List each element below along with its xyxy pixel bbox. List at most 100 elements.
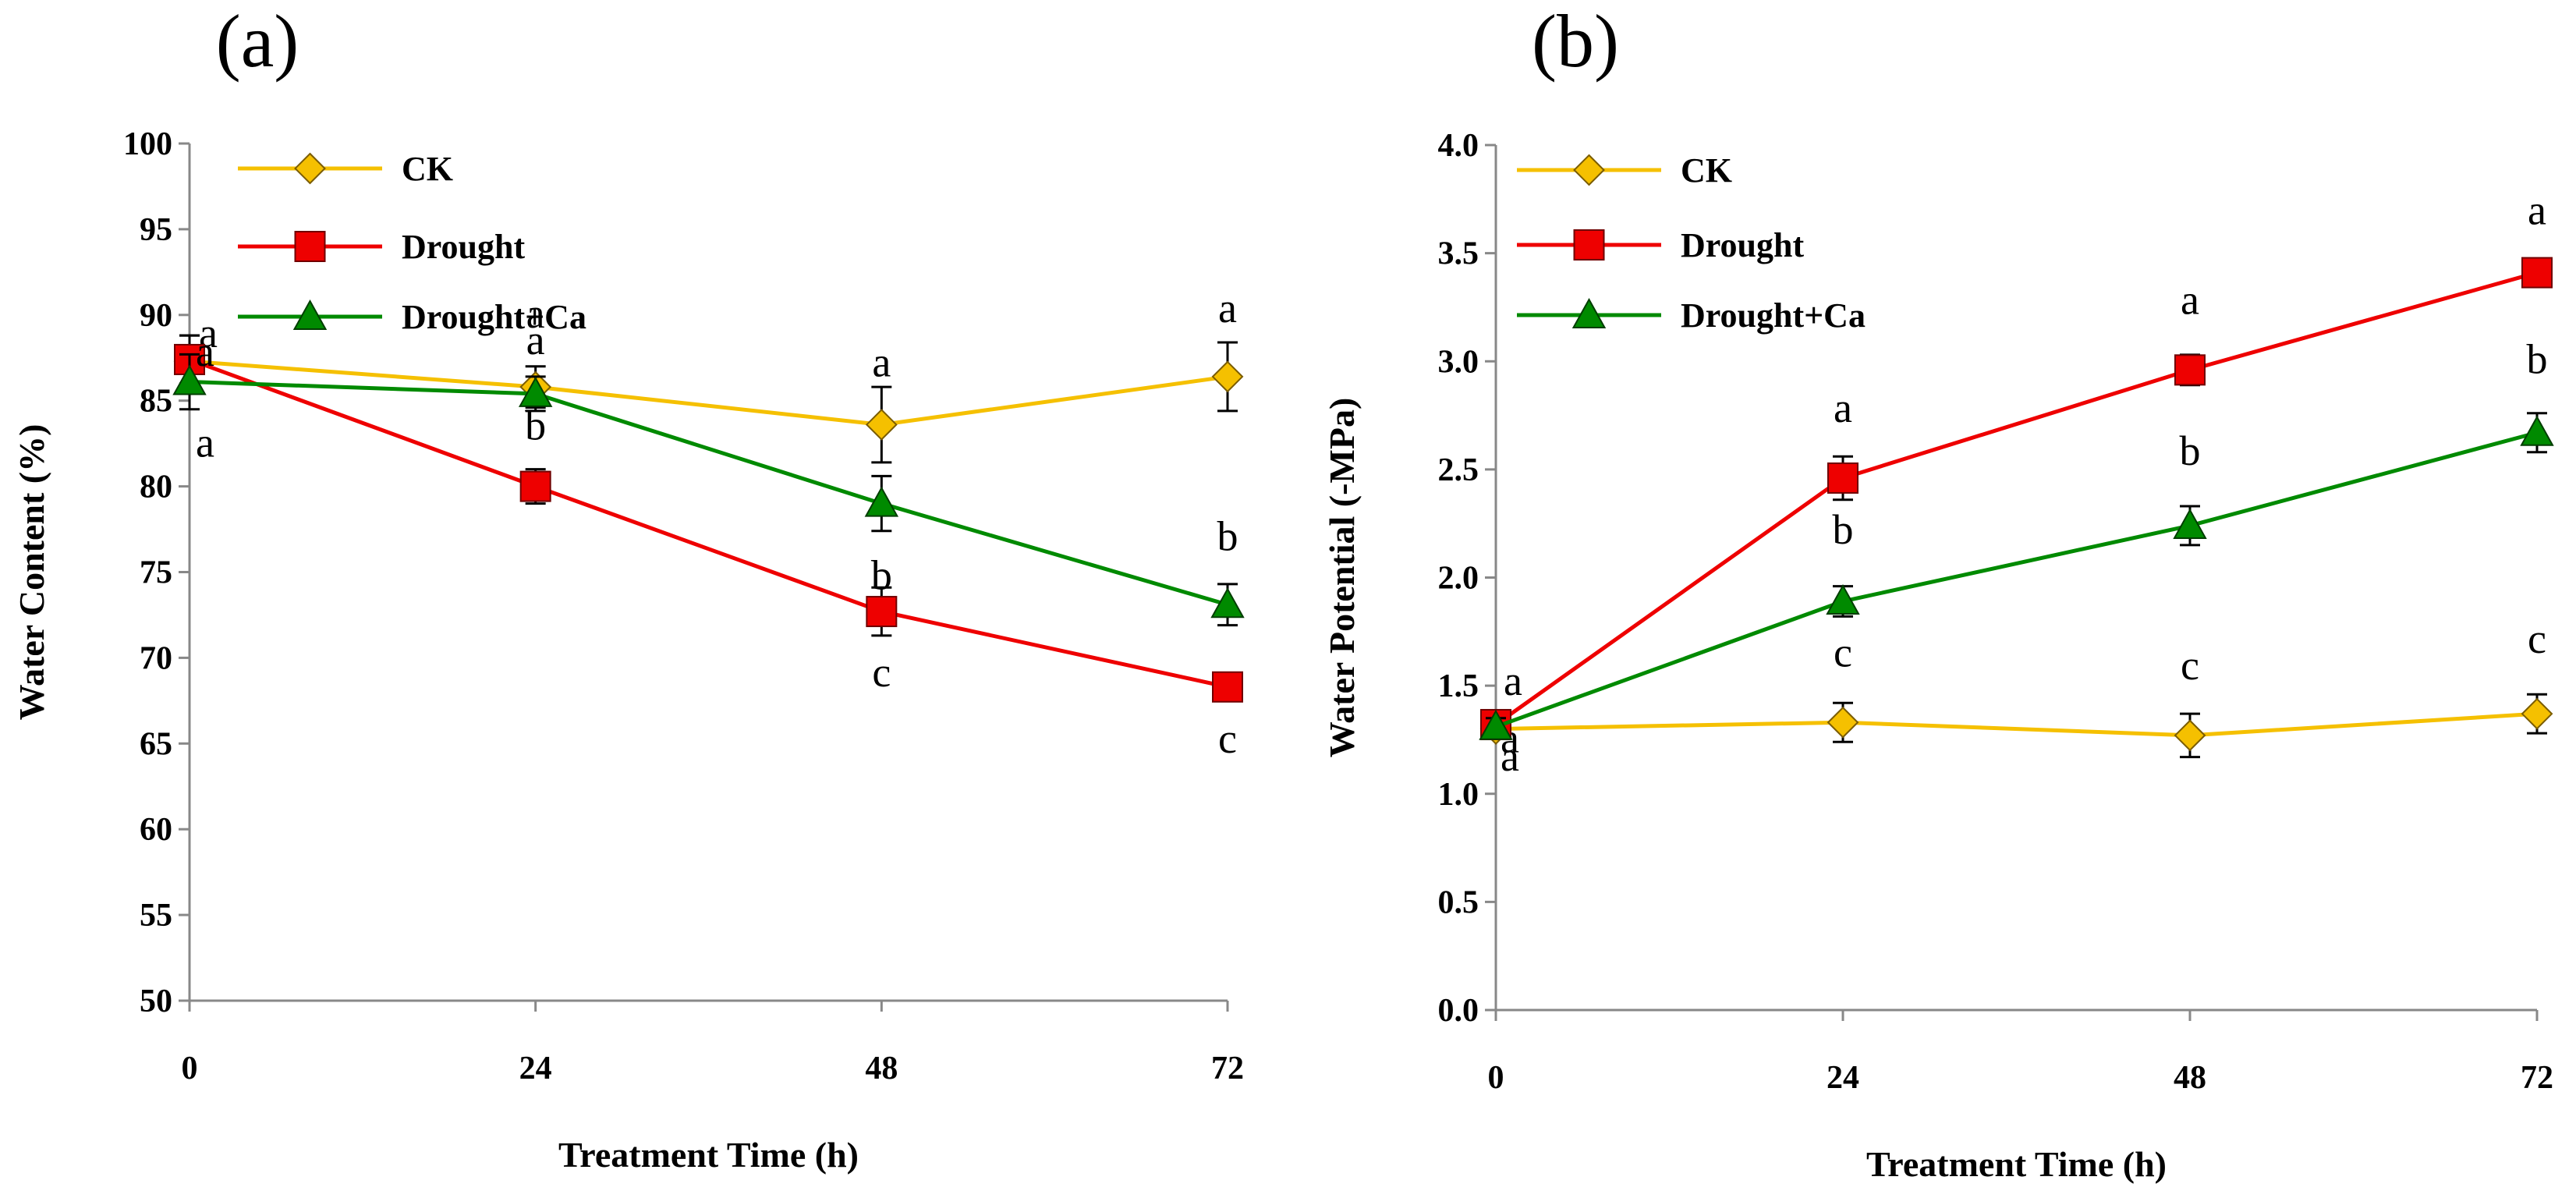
series-ck: accc (1479, 615, 2553, 762)
legend-marker (1573, 229, 1605, 261)
y-tick-label: 90 (140, 298, 172, 334)
significance-letter: a (196, 420, 214, 466)
significance-letter: b (1217, 512, 1238, 559)
y-tick-label: 2.0 (1438, 561, 1479, 597)
legend-label: CK (402, 150, 453, 188)
x-tick-label: 24 (1827, 1060, 1859, 1096)
y-tick-label: 85 (140, 384, 172, 420)
data-point (865, 409, 898, 441)
significance-letter: c (2528, 615, 2546, 662)
data-point (1210, 587, 1245, 618)
series-line (1494, 271, 2538, 727)
y-tick-label: 0.5 (1438, 884, 1479, 920)
significance-letter: a (526, 290, 545, 337)
legend-entry: Drought (238, 228, 525, 266)
significance-letter: c (2181, 642, 2199, 689)
y-tick-label: 70 (140, 640, 172, 676)
y-tick-label: 0.0 (1438, 993, 1479, 1029)
x-tick-label: 0 (1488, 1060, 1504, 1096)
y-tick-label: 3.5 (1438, 236, 1479, 272)
legend-marker (1573, 154, 1605, 186)
y-tick-label: 60 (140, 812, 172, 848)
series-drought: a a a a (1480, 187, 2553, 741)
y-tick-label: 75 (140, 555, 172, 591)
data-point (2521, 697, 2553, 730)
legend-marker (292, 299, 328, 330)
series-ck: a a aa (173, 285, 1244, 464)
significance-letter: a (1834, 385, 1852, 431)
data-point (1826, 583, 1860, 615)
significance-letter: a (1501, 733, 1519, 780)
significance-letter: a (196, 328, 214, 375)
y-tick-label: 55 (140, 898, 172, 934)
panel-label: (a) (216, 0, 299, 83)
significance-letter: a (2181, 276, 2199, 323)
data-point (518, 376, 553, 407)
significance-letter: a (1504, 657, 1522, 704)
data-point (2173, 508, 2207, 539)
significance-letter: c (1834, 629, 1852, 675)
legend-entry: CK (1517, 151, 1732, 190)
legend-label: Drought+Ca (402, 298, 586, 336)
x-tick-label: 72 (2521, 1060, 2553, 1096)
data-point (1827, 462, 1858, 494)
series-line (1495, 431, 2538, 729)
y-tick-label: 1.0 (1438, 777, 1479, 813)
legend-label: Drought+Ca (1681, 296, 1866, 335)
data-point (2520, 415, 2554, 446)
panel-label: (b) (1532, 0, 1619, 83)
series-drought: a b c c (174, 328, 1243, 762)
series-line (189, 357, 1228, 689)
significance-letter: c (1218, 715, 1237, 762)
legend-entry: Drought (1517, 226, 1804, 264)
x-tick-label: 48 (2174, 1060, 2206, 1096)
legend-entry: CK (238, 150, 453, 188)
legend-label: Drought (1681, 226, 1804, 264)
data-point (864, 486, 899, 517)
significance-letter: b (2180, 427, 2201, 474)
x-tick-label: 24 (519, 1051, 552, 1086)
series-line (1495, 711, 2538, 738)
legend-entry: Drought+Ca (1517, 296, 1866, 335)
series-drought-ca: a b b b (1479, 336, 2554, 780)
x-tick-label: 48 (865, 1051, 898, 1086)
significance-letter: b (2527, 336, 2548, 383)
significance-letter: a (2528, 187, 2546, 234)
y-tick-label: 4.0 (1438, 128, 1479, 164)
x-tick-label: 0 (182, 1051, 198, 1086)
data-point (2521, 257, 2553, 289)
legend-marker (1571, 297, 1607, 328)
significance-letter: c (872, 649, 891, 696)
significance-letter: a (872, 338, 891, 385)
x-axis-title: Treatment Time (h) (1866, 1144, 2167, 1184)
y-axis-title: Water Potential (-MPa) (1322, 398, 1362, 758)
significance-letter: b (1833, 506, 1854, 553)
significance-letter: b (871, 552, 892, 599)
data-point (1212, 671, 1243, 703)
data-point (2174, 354, 2206, 386)
significance-letter: a (1218, 285, 1237, 331)
y-tick-label: 50 (140, 984, 172, 1019)
data-point (1211, 360, 1244, 393)
chart-panel-b: 0.0 0.5 1.0 1.5 2.0 2.5 3.0 3.5 4.0 0 24 48 72 Treatm… (1322, 0, 2554, 1184)
data-point (2174, 719, 2206, 752)
chart-panel-a: 50 55 60 65 70 75 80 85 90 95 100 0 24 48 72 Treatment … (12, 0, 1245, 1175)
x-tick-label: 72 (1211, 1051, 1244, 1086)
y-tick-label: 2.5 (1438, 452, 1479, 488)
legend-marker (294, 152, 326, 185)
y-tick-label: 80 (140, 470, 172, 505)
data-point (1479, 709, 1513, 740)
y-tick-label: 1.5 (1438, 668, 1479, 704)
significance-letter: a (526, 317, 545, 363)
series-line (189, 380, 1228, 607)
y-tick-label: 100 (123, 126, 172, 162)
data-point (1827, 706, 1859, 739)
y-tick-label: 3.0 (1438, 344, 1479, 380)
legend-marker (294, 231, 326, 262)
legend-label: CK (1681, 151, 1732, 190)
data-point (519, 470, 551, 502)
series-line (189, 359, 1228, 427)
y-tick-label: 95 (140, 212, 172, 248)
